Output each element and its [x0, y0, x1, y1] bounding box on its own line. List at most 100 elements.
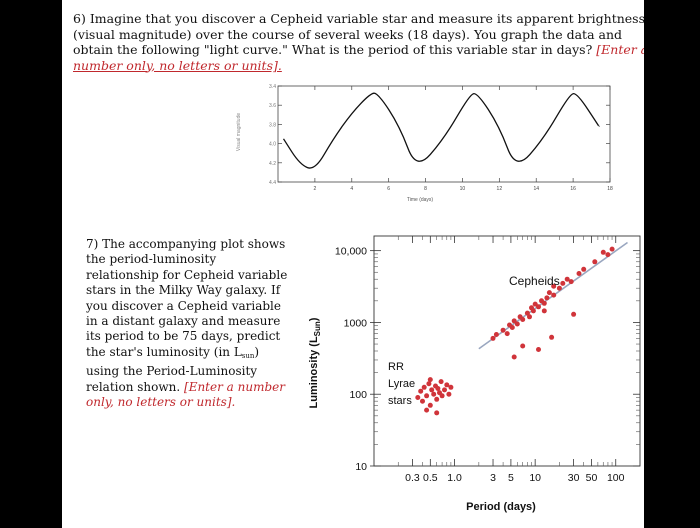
x-tick-label: 0.5: [423, 472, 438, 484]
annotation-lyrae: Lyrae: [388, 378, 415, 390]
rr-lyrae-point: [426, 381, 432, 387]
rr-lyrae-point: [420, 398, 425, 404]
y-tick-label: 3.6: [269, 103, 276, 109]
rr-lyrae-point: [439, 393, 445, 399]
instruction-text: [Enter a number: [184, 379, 285, 394]
x-tick-label: 30: [568, 472, 580, 484]
y-tick-label: 10: [355, 461, 367, 473]
cepheid-point: [490, 335, 496, 341]
cepheid-point: [527, 314, 532, 320]
cepheid-point: [560, 280, 566, 286]
x-tick-label: 10: [529, 472, 541, 484]
instruction-text: [Enter a: [596, 42, 644, 57]
x-tick-label: 12: [497, 186, 503, 192]
cepheid-point: [541, 308, 547, 314]
rr-lyrae-point: [427, 402, 433, 408]
question-line: obtain the following "light curve." What…: [73, 42, 593, 57]
cepheid-point: [541, 300, 547, 306]
question-6-text: 6) Imagine that you discover a Cepheid v…: [73, 11, 644, 73]
cepheid-point: [530, 308, 536, 314]
y-tick-label: 3.8: [269, 122, 276, 128]
rr-lyrae-point: [427, 377, 433, 383]
light-curve-line: [282, 92, 600, 169]
cepheid-point: [511, 354, 517, 360]
question-line: ): [254, 344, 260, 359]
x-tick-label: 18: [607, 186, 613, 192]
cepheid-point: [536, 347, 541, 352]
x-tick-label: 50: [586, 472, 598, 484]
rr-lyrae-point: [435, 386, 441, 391]
question-line: stars in the Milky Way galaxy. If: [86, 283, 281, 298]
cepheid-point: [520, 343, 526, 349]
plot-frame: [277, 85, 611, 183]
x-tick-label: 3: [490, 472, 496, 484]
question-line: Imagine that you discover a Cepheid vari…: [89, 11, 644, 26]
question-line: (visual magnitude) over the course of se…: [73, 26, 623, 42]
question-line: the period-luminosity: [86, 252, 217, 267]
rr-lyrae-point: [424, 407, 430, 413]
cepheid-point: [556, 285, 562, 291]
x-tick-label: 0.3: [405, 472, 420, 484]
x-tick-label: 8: [424, 186, 427, 192]
cepheid-point: [544, 295, 550, 301]
rr-lyrae-point: [442, 387, 447, 393]
y-tick-label: 4.4: [269, 180, 276, 186]
rr-lyrae-point: [415, 395, 421, 400]
cepheid-point: [564, 276, 570, 282]
x-axis-label: Time (days): [407, 197, 434, 203]
x-tick-label: 4: [350, 186, 353, 192]
cepheid-point: [592, 259, 598, 265]
cepheid-point: [546, 290, 552, 296]
x-tick-label: 100: [607, 472, 625, 484]
rr-lyrae-point: [448, 384, 454, 390]
cepheid-point: [524, 310, 530, 316]
subscript: sun: [241, 351, 255, 360]
x-tick-label: 5: [508, 472, 514, 484]
cepheid-point: [509, 325, 515, 330]
rr-lyrae-point: [429, 387, 435, 393]
annotation-cepheids: Cepheids: [509, 274, 560, 288]
question-line: the star's luminosity (in L: [86, 344, 242, 359]
y-tick-label: 3.4: [269, 84, 276, 90]
rr-lyrae-point: [431, 391, 437, 397]
y-tick-label: 100: [349, 389, 367, 401]
cepheid-point: [532, 301, 538, 307]
rr-lyrae-point: [446, 391, 452, 397]
x-tick-label: 2: [313, 186, 316, 192]
cepheid-point: [551, 292, 557, 298]
rr-lyrae-point: [434, 396, 440, 402]
question-line: its period to be 75 days, predict: [86, 329, 281, 344]
cepheid-point: [511, 318, 517, 324]
rr-lyrae-point: [434, 410, 440, 416]
y-axis-label: Visual magnitude: [236, 113, 242, 151]
rr-lyrae-point: [421, 384, 427, 390]
x-tick-label: 14: [533, 186, 539, 192]
question-number: 6): [73, 11, 86, 26]
cepheid-point: [504, 331, 510, 337]
question-line: relationship for Cepheid variable: [86, 267, 288, 282]
cepheid-point: [551, 283, 557, 289]
rr-lyrae-point: [418, 388, 424, 394]
cepheid-point: [536, 304, 541, 310]
rr-lyrae-point: [444, 382, 450, 388]
x-tick-label: 10: [460, 186, 466, 192]
rr-lyrae-point: [438, 379, 444, 385]
cepheid-point: [609, 246, 615, 252]
instruction-text: only, no letters or units].: [86, 395, 236, 410]
question-line: using the Period-Luminosity: [86, 364, 258, 379]
cepheid-point: [500, 327, 506, 333]
cepheid-point: [600, 249, 606, 255]
y-tick-label: 4.2: [269, 161, 276, 167]
plot-frame: [373, 235, 641, 467]
cepheid-point: [576, 271, 582, 276]
x-tick-label: 1.0: [447, 472, 462, 484]
y-axis-label: Luminosity (LSun): [308, 317, 322, 408]
instruction-text: number only, no letters or units].: [73, 57, 282, 73]
rr-lyrae-point: [424, 393, 430, 399]
light-curve-chart: 2 4 6 8 10 12 14 16 18 3.4 3.6 3.8 4.0 4.2 4.4 Time (d…: [236, 84, 613, 203]
cepheid-point: [549, 334, 555, 340]
annotation-stars: stars: [388, 395, 412, 407]
x-tick-label: 16: [570, 186, 576, 192]
cepheid-point: [520, 317, 526, 322]
y-tick-label: 10,000: [335, 246, 367, 258]
